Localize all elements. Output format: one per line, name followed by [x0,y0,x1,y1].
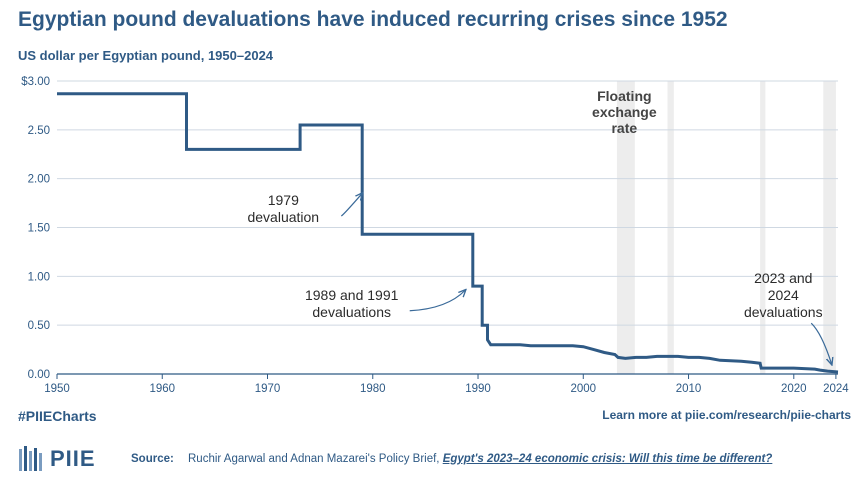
source-description: Ruchir Agarwal and Adnan Mazarei's Polic… [188,453,443,465]
series-line [57,92,839,374]
source-text: Ruchir Agarwal and Adnan Mazarei's Polic… [188,453,772,465]
y-tick-label: 1.50 [28,223,50,235]
floating-exchange-label: rate [611,120,637,136]
gridlines [57,80,838,375]
y-tick-label: 1.00 [28,271,50,283]
x-tick-label: 1970 [255,383,281,395]
x-tick-label: 2000 [570,383,596,395]
source-link[interactable]: Egypt's 2023–24 economic crisis: Will th… [442,453,773,465]
x-tick-label: 1960 [149,383,175,395]
logo-text: PIIE [50,446,96,471]
y-tick-label: 2.00 [28,174,50,186]
floating-exchange-label: Floating [597,88,651,104]
annotation-text: 1989 and 1991 [305,287,399,303]
y-tick-label: 0.00 [28,369,50,381]
y-tick-label: $3.00 [21,76,50,88]
hashtag[interactable]: #PIIECharts [18,408,97,424]
floating-exchange-label: exchange [592,104,657,120]
annotation-text: devaluation [247,209,319,225]
x-tick-label: 1990 [465,383,491,395]
y-tick-label: 0.50 [28,320,50,332]
annotation-text: 1979 [268,192,299,208]
x-tick-label: 1980 [360,383,386,395]
x-tick-label: 2020 [781,383,807,395]
series-line-0 [57,92,839,374]
annotation-text: devaluations [744,304,823,320]
y-tick-label: 2.50 [28,125,50,137]
source-label: Source: [131,453,174,465]
annotation-arrow [409,290,466,312]
x-tick-label: 2010 [676,383,702,395]
annotation-arrow [340,193,362,217]
exchange-rate-chart: 0.000.501.001.502.002.50$3.00 1950 1960 19… [21,76,849,395]
annotation-text: devaluations [312,304,391,320]
x-tick-label: 2024 [823,383,849,395]
piie-logo-icon [19,446,42,471]
annotation-text: 2024 [768,287,799,303]
chart-title: Egyptian pound devaluations have induced… [18,8,728,31]
chart-subtitle: US dollar per Egyptian pound, 1950–2024 [18,48,274,63]
learn-more-link[interactable]: Learn more at piie.com/research/piie-cha… [602,408,851,422]
x-tick-label: 1950 [44,383,70,395]
annotation-arrow [810,322,831,364]
source-row: PIIE Source: Ruchir Agarwal and Adnan Ma… [0,440,865,480]
y-axis: 0.00 0.50 1.00 1.50 2.00 2.50 $3.00 [21,76,50,381]
piie-logo[interactable]: PIIE [18,444,96,474]
annotation-text: 2023 and [754,270,812,286]
x-axis: 1950 1960 1970 1980 1990 2000 2010 2020 2024 [44,374,849,395]
